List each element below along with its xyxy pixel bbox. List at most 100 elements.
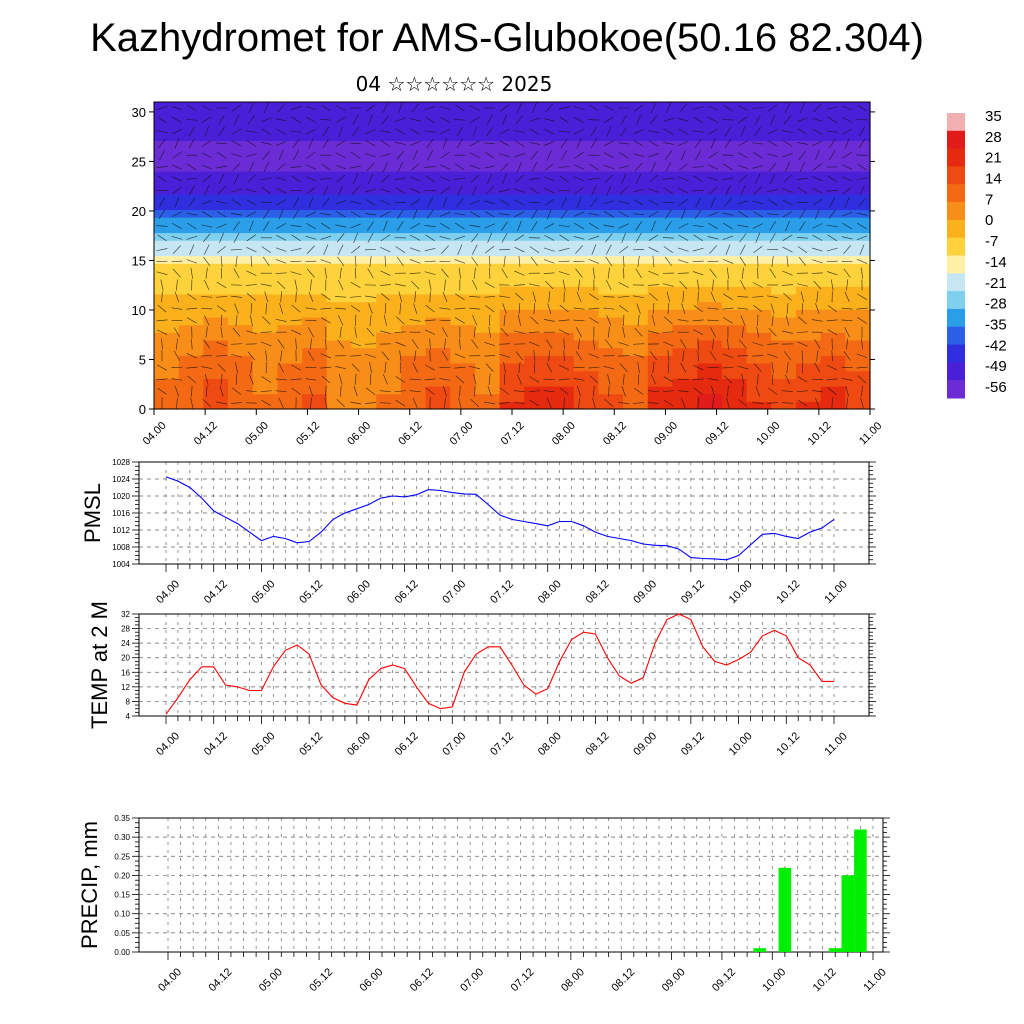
temperature-cell xyxy=(425,247,451,257)
temperature-cell xyxy=(795,324,822,333)
temperature-cell xyxy=(697,109,723,118)
wind-barb xyxy=(397,161,404,173)
temperature-cell xyxy=(845,186,871,195)
temperature-cell xyxy=(450,263,476,272)
temperature-cell xyxy=(154,362,180,372)
wind-barb xyxy=(502,114,507,126)
wind-barb xyxy=(365,188,376,193)
wind-barb xyxy=(350,223,361,229)
temperature-cell xyxy=(425,186,451,195)
wind-barb xyxy=(603,307,615,310)
wind-barb xyxy=(454,235,466,240)
temperature-cell xyxy=(326,117,353,126)
temperature-cell xyxy=(351,232,377,241)
wind-barb xyxy=(246,234,257,242)
temperature-cell xyxy=(524,247,550,257)
colorbar-swatch xyxy=(947,166,965,185)
temperature-cell xyxy=(228,301,254,310)
y-tick-label: 8 xyxy=(126,697,131,706)
temperature-cell xyxy=(647,240,674,249)
temperature-cell xyxy=(647,155,674,164)
temperature-cell xyxy=(277,109,303,118)
temperature-cell xyxy=(400,332,427,341)
x-tick-label: 05.00 xyxy=(243,420,271,448)
temperature-cell xyxy=(771,355,797,364)
temperature-cell xyxy=(623,316,649,326)
wind-barb xyxy=(856,177,868,181)
wind-barb xyxy=(172,187,182,195)
wind-barb xyxy=(590,126,598,137)
temperature-cell xyxy=(277,148,303,157)
y-axis-label: PRECIP, mm xyxy=(77,821,102,949)
wind-barb xyxy=(414,291,417,303)
temperature-cell xyxy=(845,347,871,356)
temperature-cell xyxy=(252,339,279,349)
wind-barb xyxy=(767,353,778,358)
temperature-cell xyxy=(400,186,427,195)
wind-barb xyxy=(857,293,867,300)
temperature-cell xyxy=(400,148,427,157)
wind-barb xyxy=(662,237,674,239)
temperature-cell xyxy=(203,186,229,195)
temperature-cell xyxy=(277,355,303,364)
temperature-cell xyxy=(771,125,797,134)
wind-barb xyxy=(826,319,838,322)
temperature-cell xyxy=(573,194,600,203)
wind-barb xyxy=(608,385,610,397)
wind-barb xyxy=(202,233,211,243)
temperature-cell xyxy=(474,232,501,241)
wind-barb xyxy=(216,341,227,347)
wind-barb xyxy=(261,128,272,135)
wind-barb xyxy=(575,351,583,361)
wind-barb xyxy=(469,296,481,298)
temperature-cell xyxy=(549,125,575,134)
wind-barb xyxy=(335,200,347,205)
colorbar-swatch xyxy=(947,148,965,167)
wind-barb xyxy=(604,399,614,407)
temperature-cell xyxy=(746,278,772,287)
x-tick-label: 08.12 xyxy=(609,966,637,994)
temperature-cell xyxy=(771,155,797,164)
wind-barb xyxy=(295,338,297,350)
wind-barb xyxy=(604,211,614,218)
temperature-cell xyxy=(771,255,797,264)
wind-barb xyxy=(456,138,463,149)
temperature-cell xyxy=(252,293,279,303)
x-tick-label: 04.00 xyxy=(154,730,182,758)
temperature-cell xyxy=(524,270,550,280)
temperature-cell xyxy=(450,148,476,157)
wind-barb xyxy=(454,317,465,324)
temperature-cell xyxy=(376,255,402,264)
wind-barb xyxy=(235,314,238,326)
temperature-cell xyxy=(154,255,180,264)
wind-barb xyxy=(171,235,183,240)
temperature-cell xyxy=(845,224,871,234)
temperature-cell xyxy=(820,194,846,203)
temperature-cell xyxy=(573,140,600,149)
temperature-cell xyxy=(425,393,451,402)
wind-barb xyxy=(528,331,540,333)
temperature-cell xyxy=(425,155,451,164)
temperature-cell xyxy=(820,385,846,395)
temperature-cell xyxy=(252,201,279,211)
wind-barb xyxy=(740,126,746,137)
temperature-cell xyxy=(647,401,674,410)
wind-barb xyxy=(204,374,209,385)
wind-barb xyxy=(633,129,644,135)
temperature-cell xyxy=(672,393,698,402)
wind-barb xyxy=(844,197,850,208)
temperature-cell xyxy=(277,286,303,295)
temperature-cell xyxy=(351,301,377,310)
wind-barb xyxy=(755,173,761,184)
wind-barb xyxy=(692,271,704,276)
temperature-cell xyxy=(573,247,600,257)
temperature-cell xyxy=(178,385,204,395)
temperature-cell xyxy=(499,401,525,410)
temperature-cell xyxy=(252,132,279,141)
temperature-cell xyxy=(697,155,723,164)
temperature-cell xyxy=(721,217,748,226)
temperature-cell xyxy=(376,148,402,157)
wind-barb xyxy=(559,329,570,336)
temperature-cell xyxy=(524,132,550,141)
